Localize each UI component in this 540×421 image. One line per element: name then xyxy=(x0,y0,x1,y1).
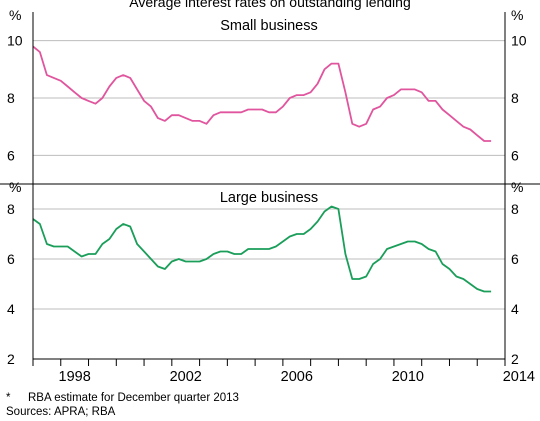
y-tick-label-left: 4 xyxy=(7,301,15,317)
chart-overall-title: Average interest rates on outstanding le… xyxy=(129,0,411,10)
footnote-star: * xyxy=(6,392,11,404)
x-tick-label: 2010 xyxy=(392,369,424,385)
large-business-panel: 2 2 4 4 6 6 8 8% % Large business xyxy=(7,179,523,367)
x-tick-label: 2002 xyxy=(170,369,202,385)
y-tick-label-right: 6 xyxy=(511,251,519,267)
y-unit-right: % xyxy=(511,179,523,195)
y-tick-label-right: 8 xyxy=(511,201,519,217)
y-tick-label-left: 8 xyxy=(7,90,15,106)
x-tick-label: 2006 xyxy=(281,369,313,385)
y-unit-right: % xyxy=(511,7,523,23)
y-tick-label-left: 6 xyxy=(7,147,15,163)
panel-title: Small business xyxy=(220,18,318,34)
x-tick-label: 1998 xyxy=(59,369,91,385)
footnote-estimate-text: RBA estimate for December quarter 2013 xyxy=(28,392,239,404)
y-tick-label-right: 8 xyxy=(511,90,519,106)
y-tick-label-right: 6 xyxy=(511,147,519,163)
footnote-sources: Sources: APRA; RBA xyxy=(6,406,116,418)
x-axis: 1998 2002 2006 2010 2014 xyxy=(0,12,540,385)
y-tick-label-right: 10 xyxy=(511,33,527,49)
y-tick-label-left: 8 xyxy=(7,201,15,217)
footnote-estimate: * RBA estimate for December quarter 2013 xyxy=(6,391,239,405)
y-unit-left: % xyxy=(9,179,21,195)
y-tick-label-right: 4 xyxy=(511,301,519,317)
y-tick-label-right: 2 xyxy=(511,351,519,367)
y-unit-left: % xyxy=(9,7,21,23)
series-line xyxy=(32,205,492,293)
small-business-panel: 6 6 8 8 10 10% % Small business xyxy=(7,7,527,163)
series-line xyxy=(32,45,492,142)
panel-title: Large business xyxy=(220,190,318,206)
x-tick-label: 2014 xyxy=(503,369,535,385)
y-tick-label-left: 6 xyxy=(7,251,15,267)
y-tick-label-left: 2 xyxy=(7,351,15,367)
y-tick-label-left: 10 xyxy=(7,33,23,49)
